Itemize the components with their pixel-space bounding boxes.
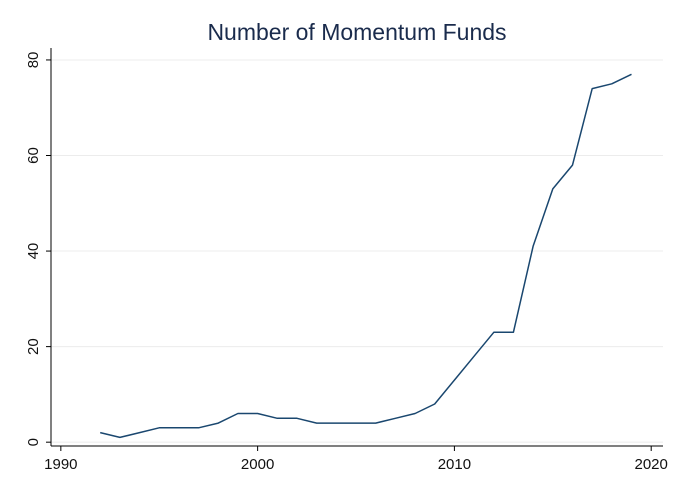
data-point bbox=[393, 416, 397, 420]
y-tick-label: 0 bbox=[25, 438, 42, 446]
data-point bbox=[492, 330, 496, 334]
data-point bbox=[138, 431, 142, 435]
axes: 0 20 40 60 80 1990 2000 2010 2020 bbox=[25, 48, 668, 473]
x-tick-label: 2000 bbox=[241, 456, 274, 473]
data-point bbox=[570, 163, 574, 167]
x-tick-label: 2020 bbox=[635, 456, 668, 473]
data-point bbox=[177, 426, 181, 430]
data-point bbox=[157, 426, 161, 430]
data-point bbox=[374, 421, 378, 425]
data-point bbox=[433, 402, 437, 406]
data-point bbox=[551, 187, 555, 191]
data-point bbox=[295, 416, 299, 420]
data-point bbox=[334, 421, 338, 425]
data-point bbox=[197, 426, 201, 430]
gridlines bbox=[51, 59, 663, 443]
x-tick-label: 1990 bbox=[44, 456, 77, 473]
y-tick-label: 20 bbox=[25, 338, 42, 355]
data-point bbox=[630, 72, 634, 76]
x-tick-label: 2010 bbox=[438, 456, 471, 473]
data-point bbox=[98, 431, 102, 435]
data-point bbox=[216, 421, 220, 425]
data-point bbox=[452, 378, 456, 382]
data-point bbox=[531, 244, 535, 248]
plot-area bbox=[98, 72, 634, 439]
y-tick-label: 60 bbox=[25, 147, 42, 164]
data-point bbox=[511, 330, 515, 334]
y-tick-label: 40 bbox=[25, 243, 42, 260]
data-point bbox=[354, 421, 358, 425]
data-point bbox=[315, 421, 319, 425]
data-point bbox=[118, 435, 122, 439]
series-line bbox=[100, 73, 632, 439]
data-point bbox=[413, 412, 417, 416]
chart-title: Number of Momentum Funds bbox=[207, 19, 506, 45]
data-point bbox=[236, 412, 240, 416]
data-point bbox=[472, 354, 476, 358]
y-tick-label: 80 bbox=[25, 52, 42, 69]
data-point bbox=[256, 412, 260, 416]
data-point bbox=[590, 87, 594, 91]
data-point bbox=[610, 82, 614, 86]
data-point bbox=[275, 416, 279, 420]
